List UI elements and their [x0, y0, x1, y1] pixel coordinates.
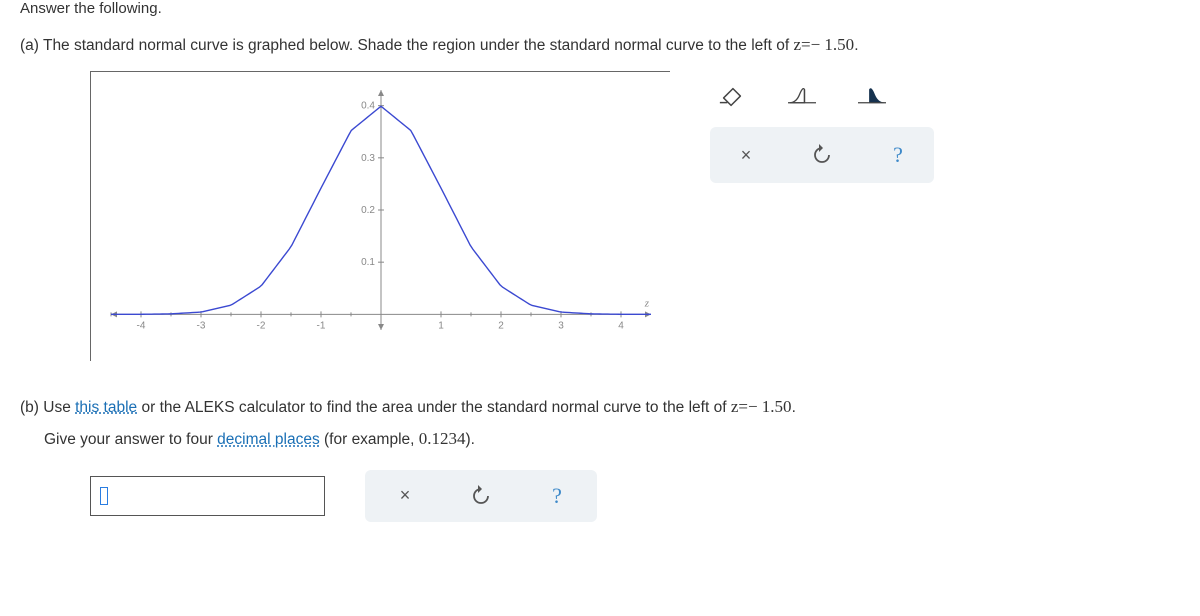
question-icon: ?: [552, 483, 562, 509]
decimal-places-link[interactable]: decimal places: [217, 431, 320, 448]
part-b-prefix: (b) Use: [20, 399, 75, 416]
help-button[interactable]: ?: [884, 141, 912, 169]
shade-right-icon[interactable]: [858, 83, 886, 111]
part-b-line2b: (for example,: [320, 431, 419, 448]
answer-input-wrapper: [90, 476, 325, 516]
svg-text:3: 3: [558, 320, 564, 331]
svg-text:2: 2: [498, 320, 504, 331]
part-b-mid1: or the ALEKS calculator to find the area…: [137, 399, 731, 416]
svg-text:4: 4: [618, 320, 624, 331]
svg-text:-3: -3: [197, 320, 206, 331]
eraser-icon[interactable]: [718, 83, 746, 111]
z-eq-b: =: [738, 397, 748, 416]
part-b-suffix1: .: [792, 399, 796, 416]
reset-icon: [470, 485, 492, 507]
heading: Answer the following.: [20, 0, 1180, 17]
close-icon: ×: [741, 145, 752, 166]
help-button-b[interactable]: ?: [543, 482, 571, 510]
reset-icon: [811, 144, 833, 166]
svg-text:-2: -2: [257, 320, 266, 331]
clear-button[interactable]: ×: [732, 141, 760, 169]
svg-text:0.2: 0.2: [361, 205, 375, 216]
z-val-b: − 1.50: [748, 397, 792, 416]
z-eq: =: [801, 35, 811, 54]
z-val: − 1.50: [811, 35, 855, 54]
close-icon: ×: [400, 485, 411, 506]
answer-input[interactable]: [90, 476, 325, 516]
part-b-text: (b) Use this table or the ALEKS calculat…: [20, 391, 1180, 456]
part-b-line2c: ).: [466, 431, 475, 448]
shade-toolbox: × ?: [710, 77, 934, 183]
clear-button-b[interactable]: ×: [391, 482, 419, 510]
this-table-link[interactable]: this table: [75, 399, 137, 416]
svg-text:-1: -1: [317, 320, 326, 331]
svg-text:0.4: 0.4: [361, 101, 375, 112]
part-b-line2a: Give your answer to four: [44, 431, 217, 448]
example-val: 0.1234: [419, 429, 466, 448]
part-a-suffix: .: [854, 37, 858, 54]
svg-text:0.3: 0.3: [361, 153, 375, 164]
z-var: z: [793, 35, 801, 54]
svg-text:z: z: [644, 297, 650, 309]
answer-buttons: × ?: [365, 470, 597, 522]
input-cursor: [100, 487, 108, 505]
svg-text:1: 1: [438, 320, 444, 331]
part-a-prefix: (a) The standard normal curve is graphed…: [20, 37, 793, 54]
normal-curve-chart[interactable]: -4 -3 -2 -1 1 2 3 4 0.1 0.2 0.3 0.4 z: [90, 71, 670, 361]
svg-text:-4: -4: [137, 320, 146, 331]
svg-text:0.1: 0.1: [361, 257, 375, 268]
shade-left-icon[interactable]: [788, 83, 816, 111]
question-icon: ?: [893, 142, 903, 168]
reset-button-b[interactable]: [467, 482, 495, 510]
part-a-text: (a) The standard normal curve is graphed…: [20, 35, 1180, 55]
reset-button[interactable]: [808, 141, 836, 169]
